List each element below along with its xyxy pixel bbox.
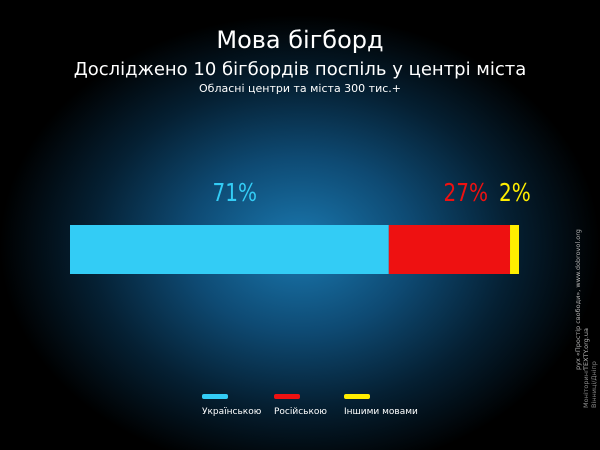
legend-label-other: Іншими мовами: [344, 407, 418, 417]
chart-subtitle: Досліджено 10 бігбордів поспіль у центрі…: [73, 59, 527, 80]
data-label-russian: 27%: [443, 178, 488, 207]
bar-segment-russian: [388, 225, 511, 274]
legend-swatch-russian: [274, 394, 300, 399]
legend-item-other: Іншими мовами: [344, 394, 418, 417]
legend-label-ukrainian: Українською: [202, 407, 262, 417]
legend-label-russian: Російською: [274, 407, 328, 417]
legend-item-ukrainian: Українською: [202, 394, 261, 417]
chart-subtitle-secondary: Обласні центри та міста 300 тис.+: [199, 82, 401, 95]
data-label-ukrainian: 71%: [212, 178, 258, 207]
credit-right-line2: TEXTY.org.ua: [582, 328, 590, 370]
bar-segment-other: [510, 225, 519, 274]
legend-swatch-ukrainian: [202, 394, 228, 399]
credit-right-line1: рух «Простір свободи», www.dobrovol.org: [574, 229, 582, 370]
credit-left-line2: Вінниці/Дніпр: [590, 361, 598, 408]
chart-title: Мова бігборд: [216, 26, 384, 54]
legend-swatch-other: [344, 394, 370, 399]
credit-right: рух «Простір свободи», www.dobrovol.org …: [574, 229, 590, 370]
data-label-other: 2%: [499, 178, 531, 207]
legend-item-russian: Російською: [274, 394, 327, 417]
bar-segment-ukrainian: [70, 225, 389, 274]
